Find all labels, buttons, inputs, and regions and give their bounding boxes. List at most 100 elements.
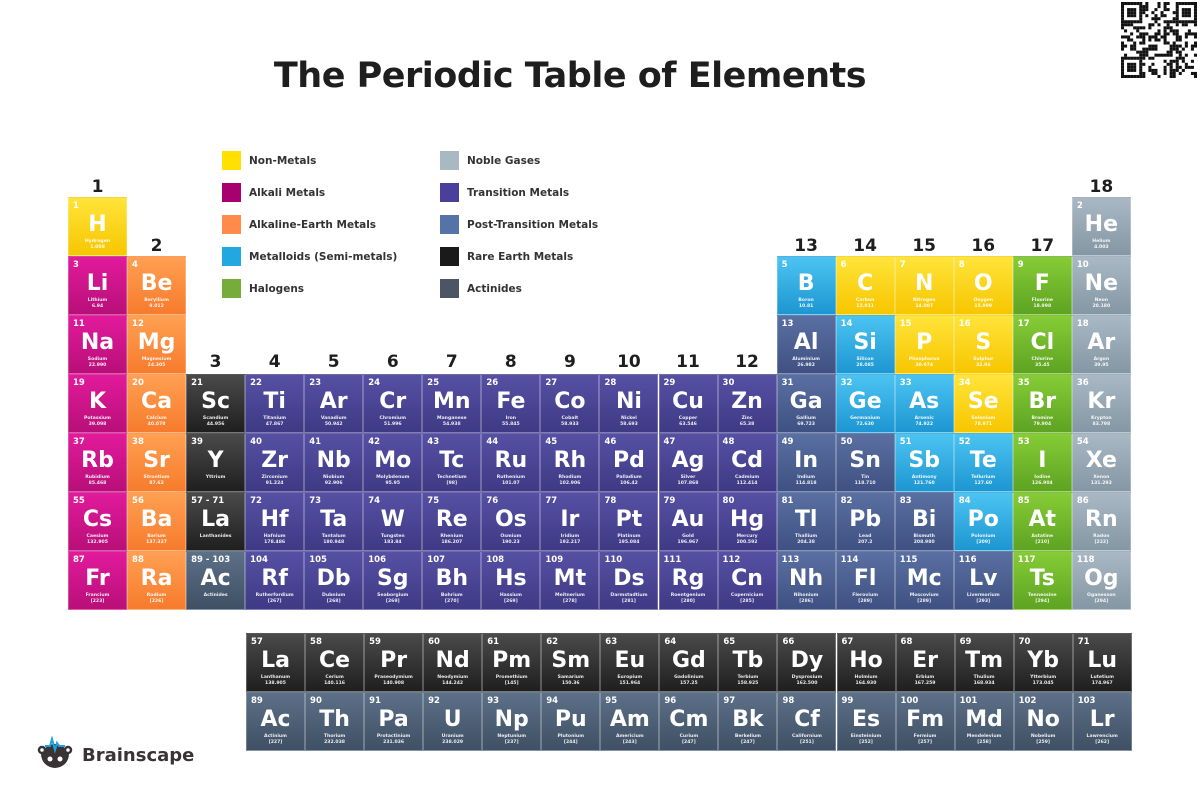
element-cell[interactable]: 80 Hg Mercury 200.592 <box>717 492 777 551</box>
element-cell[interactable]: 39 Y Yttrium <box>186 433 246 492</box>
element-cell[interactable]: 18 Ar Argon 39.95 <box>1071 315 1131 374</box>
element-cell[interactable]: 29 Cu Copper 63.546 <box>658 374 718 433</box>
element-cell[interactable]: 102 No Nobelium [259] <box>1013 692 1073 751</box>
element-cell[interactable]: 25 Mn Manganese 54.938 <box>422 374 482 433</box>
element-cell[interactable]: 87 Fr Francium [223] <box>68 551 127 610</box>
element-cell[interactable]: 105 Db Dubnium [268] <box>304 551 364 610</box>
element-cell[interactable]: 28 Ni Nickel 58.693 <box>599 374 659 433</box>
element-cell[interactable]: 40 Zr Zirconium 91.224 <box>245 433 305 492</box>
element-cell[interactable]: 6 C Carbon 12.011 <box>835 256 895 315</box>
element-cell[interactable]: 23 Ar Vanadium 50.942 <box>304 374 364 433</box>
element-cell[interactable]: 71 Lu Lutetium 174.967 <box>1072 633 1132 692</box>
element-cell[interactable]: 8 O Oxygen 15.999 <box>953 256 1013 315</box>
element-cell[interactable]: 111 Rg Roentgenium [280] <box>658 551 718 610</box>
element-cell[interactable]: 95 Am Americium [243] <box>600 692 660 751</box>
element-cell[interactable]: 68 Er Erbium 167.259 <box>895 633 955 692</box>
element-cell[interactable]: 21 Sc Scandium 44.956 <box>186 374 246 433</box>
element-cell[interactable]: 98 Cf Californium [251] <box>777 692 837 751</box>
element-cell[interactable]: 115 Mc Moscovium [289] <box>894 551 954 610</box>
element-cell[interactable]: 64 Gd Gadolinium 157.25 <box>659 633 719 692</box>
element-cell[interactable]: 36 Kr Krypton 83.798 <box>1071 374 1131 433</box>
element-cell[interactable]: 20 Ca Calcium 40.078 <box>127 374 187 433</box>
element-cell[interactable]: 78 Pt Platinum 195.084 <box>599 492 659 551</box>
element-cell[interactable]: 72 Hf Hafnium 178.486 <box>245 492 305 551</box>
element-cell[interactable]: 108 Hs Hassium [269] <box>481 551 541 610</box>
element-cell[interactable]: 60 Nd Neodymium 144.242 <box>423 633 483 692</box>
element-cell[interactable]: 94 Pu Plutonium [244] <box>541 692 601 751</box>
element-cell[interactable]: 35 Br Bromine 79.904 <box>1012 374 1072 433</box>
element-cell[interactable]: 11 Na Sodium 22.990 <box>68 315 127 374</box>
element-cell[interactable]: 30 Zn Zinc 65.38 <box>717 374 777 433</box>
element-cell[interactable]: 86 Rn Radon [222] <box>1071 492 1131 551</box>
element-cell[interactable]: 73 Ta Tantalum 180.948 <box>304 492 364 551</box>
element-cell[interactable]: 10 Ne Neon 20.180 <box>1071 256 1131 315</box>
element-cell[interactable]: 38 Sr Strontium 87.62 <box>127 433 187 492</box>
element-cell[interactable]: 12 Mg Magnesium 24.305 <box>127 315 187 374</box>
element-cell[interactable]: 9 F Fluorine 18.998 <box>1012 256 1072 315</box>
element-cell[interactable]: 114 Fl Flerovium [289] <box>835 551 895 610</box>
element-cell[interactable]: 2 He Helium 4.003 <box>1071 197 1131 256</box>
element-cell[interactable]: 96 Cm Curium [247] <box>659 692 719 751</box>
element-cell[interactable]: 113 Nh Nihonium [286] <box>776 551 836 610</box>
element-cell[interactable]: 1 H Hydrogen 1.008 <box>68 197 127 256</box>
element-cell[interactable]: 59 Pr Praseodymium 140.908 <box>364 633 424 692</box>
element-cell[interactable]: 76 Os Osmium 190.23 <box>481 492 541 551</box>
element-cell[interactable]: 37 Rb Rubidium 85.468 <box>68 433 127 492</box>
element-cell[interactable]: 99 Es Einsteinium [252] <box>836 692 896 751</box>
element-cell[interactable]: 79 Au Gold 196.967 <box>658 492 718 551</box>
element-cell[interactable]: 117 Ts Tennessine [294] <box>1012 551 1072 610</box>
element-cell[interactable]: 46 Pd Palladium 106.42 <box>599 433 659 492</box>
element-cell[interactable]: 69 Tm Thulium 168.934 <box>954 633 1014 692</box>
element-cell[interactable]: 103 Lr Lawrencium [262] <box>1072 692 1132 751</box>
element-cell[interactable]: 97 Bk Berkelium [247] <box>718 692 778 751</box>
element-cell[interactable]: 49 In Indium 114.818 <box>776 433 836 492</box>
element-cell[interactable]: 58 Ce Cerium 140.116 <box>305 633 365 692</box>
element-cell[interactable]: 7 N Nitrogen 14.007 <box>894 256 954 315</box>
element-cell[interactable]: 19 K Potassium 39.098 <box>68 374 127 433</box>
element-cell[interactable]: 51 Sb Antimony 121.760 <box>894 433 954 492</box>
element-cell[interactable]: 33 As Arsenic 74.922 <box>894 374 954 433</box>
element-cell[interactable]: 48 Cd Cadmium 112.414 <box>717 433 777 492</box>
element-cell[interactable]: 118 Og Oganesson [294] <box>1071 551 1131 610</box>
element-cell[interactable]: 63 Eu Europium 151.964 <box>600 633 660 692</box>
element-cell[interactable]: 65 Tb Terbium 158.925 <box>718 633 778 692</box>
element-cell[interactable]: 85 At Astatine [210] <box>1012 492 1072 551</box>
element-cell[interactable]: 47 Ag Silver 107.868 <box>658 433 718 492</box>
element-cell[interactable]: 93 Np Neptunium [237] <box>482 692 542 751</box>
element-cell[interactable]: 41 Nb Niobium 92.906 <box>304 433 364 492</box>
element-cell[interactable]: 57 La Lanthanum 138.905 <box>246 633 305 692</box>
element-cell[interactable]: 116 Lv Livermorium [293] <box>953 551 1013 610</box>
element-cell[interactable]: 44 Ru Ruthenium 101.07 <box>481 433 541 492</box>
element-cell[interactable]: 75 Re Rhenium 186.207 <box>422 492 482 551</box>
element-cell[interactable]: 89 Ac Actinium [227] <box>246 692 305 751</box>
element-cell[interactable]: 112 Cn Copernicium [285] <box>717 551 777 610</box>
element-cell[interactable]: 45 Rh Rhodium 102.906 <box>540 433 600 492</box>
element-cell[interactable]: 66 Dy Dysprosium 162.500 <box>777 633 837 692</box>
element-cell[interactable]: 15 P Phosphorus 30.974 <box>894 315 954 374</box>
element-cell[interactable]: 26 Fe Iron 55.845 <box>481 374 541 433</box>
element-cell[interactable]: 82 Pb Lead 207.2 <box>835 492 895 551</box>
element-cell[interactable]: 52 Te Tellurium 127.60 <box>953 433 1013 492</box>
element-cell[interactable]: 89 - 103 Ac Actinides <box>186 551 246 610</box>
element-cell[interactable]: 90 Th Thorium 232.038 <box>305 692 365 751</box>
element-cell[interactable]: 43 Tc Technetium [98] <box>422 433 482 492</box>
element-cell[interactable]: 4 Be Beryllium 9.012 <box>127 256 187 315</box>
element-cell[interactable]: 104 Rf Rutherfordium [267] <box>245 551 305 610</box>
element-cell[interactable]: 14 Si Silicon 28.085 <box>835 315 895 374</box>
element-cell[interactable]: 77 Ir Iridium 192.217 <box>540 492 600 551</box>
element-cell[interactable]: 109 Mt Meitnerium [278] <box>540 551 600 610</box>
element-cell[interactable]: 110 Ds Darmstadtium [281] <box>599 551 659 610</box>
element-cell[interactable]: 100 Fm Fermium [257] <box>895 692 955 751</box>
element-cell[interactable]: 13 Al Aluminium 26.982 <box>776 315 836 374</box>
element-cell[interactable]: 32 Ge Germanium 72.630 <box>835 374 895 433</box>
element-cell[interactable]: 55 Cs Caesium 132.905 <box>68 492 127 551</box>
element-cell[interactable]: 83 Bi Bismuth 208.980 <box>894 492 954 551</box>
element-cell[interactable]: 84 Po Polonium [209] <box>953 492 1013 551</box>
element-cell[interactable]: 62 Sm Samarium 150.36 <box>541 633 601 692</box>
element-cell[interactable]: 107 Bh Bohrium [270] <box>422 551 482 610</box>
element-cell[interactable]: 3 Li Lithium 6.94 <box>68 256 127 315</box>
element-cell[interactable]: 53 I Iodine 126.904 <box>1012 433 1072 492</box>
element-cell[interactable]: 5 B Boron 10.81 <box>776 256 836 315</box>
element-cell[interactable]: 74 W Tungsten 183.84 <box>363 492 423 551</box>
element-cell[interactable]: 16 S Sulphur 32.06 <box>953 315 1013 374</box>
